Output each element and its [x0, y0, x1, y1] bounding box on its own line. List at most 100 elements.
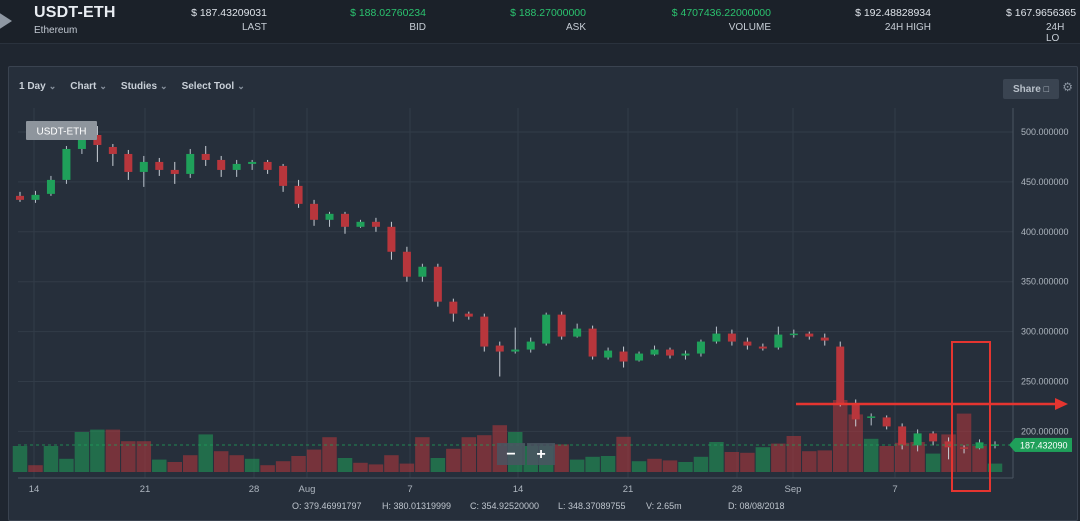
candle-body: [991, 444, 999, 446]
stat-bid: $ 188.02760234 BID: [350, 7, 426, 33]
volume-bar: [121, 441, 136, 472]
volume-bar: [631, 461, 647, 472]
volume-bar: [152, 459, 167, 472]
share-button[interactable]: Share □: [1003, 79, 1059, 99]
volume-bar: [337, 458, 353, 472]
stat-value: $ 4707436.22000000: [671, 7, 771, 19]
candle-body: [170, 169, 179, 174]
zoom-out-button[interactable]: [497, 443, 525, 465]
volume-bar: [925, 453, 941, 472]
candle-body: [325, 213, 334, 220]
candle-body: [681, 353, 690, 356]
candle-body: [464, 313, 473, 317]
volume-bar: [585, 456, 600, 472]
candle-body: [93, 134, 102, 145]
volume-bar: [662, 460, 678, 472]
volume-readout: V: 2.65m: [646, 501, 682, 511]
volume-bar: [399, 463, 415, 472]
chart-type-dropdown[interactable]: Chart ⌄: [70, 81, 107, 97]
stat-ask: $ 188.27000000 ASK: [510, 7, 586, 33]
candle-body: [480, 316, 489, 347]
volume-bar: [275, 461, 291, 472]
candle-body: [139, 161, 148, 172]
volume-bar: [384, 455, 399, 472]
volume-bar: [229, 455, 244, 472]
candle-body: [418, 266, 427, 277]
volume-bar: [12, 446, 28, 472]
volume-bar: [183, 455, 198, 472]
candle-body: [526, 341, 535, 350]
studies-label: Studies: [120, 81, 158, 92]
volume-bar: [802, 451, 817, 472]
volume-bar: [709, 442, 724, 472]
pair-title: USDT-ETH: [34, 4, 116, 21]
candle-body: [805, 333, 814, 337]
studies-dropdown[interactable]: Studies ⌄: [121, 81, 168, 97]
last-price-tag-arrow: [1009, 437, 1015, 452]
stat-volume: $ 4707436.22000000 VOLUME: [672, 7, 771, 33]
candle-body: [774, 334, 783, 348]
high-readout: H: 380.01319999: [382, 501, 452, 511]
stat-label: 24H LO: [1046, 22, 1065, 44]
volume-bar: [244, 458, 260, 472]
stat-value: $ 188.27000000: [510, 7, 586, 19]
candle-body: [851, 403, 860, 420]
volume-bar: [910, 442, 925, 472]
y-tick-label: 400.000000: [1021, 227, 1069, 237]
volume-bar: [43, 446, 59, 472]
volume-bar: [322, 437, 337, 472]
stat-last: $ 187.43209031 LAST: [191, 7, 267, 33]
candle-body: [46, 179, 55, 194]
volume-bar: [833, 400, 848, 472]
volume-bar: [879, 446, 894, 472]
volume-bar: [848, 414, 863, 472]
candle-body: [882, 417, 891, 427]
volume-bar: [136, 441, 152, 472]
candle-body: [557, 314, 566, 337]
y-tick-label: 300.000000: [1021, 327, 1069, 337]
chart-type-label: Chart: [70, 81, 97, 92]
interval-dropdown[interactable]: 1 Day ⌄: [19, 81, 56, 97]
volume-bar: [306, 449, 322, 472]
series-label-badge: [26, 121, 97, 140]
volume-bar: [972, 446, 987, 472]
volume-bar: [59, 458, 74, 472]
candle-body: [511, 349, 520, 352]
candle-body: [155, 161, 164, 170]
stat-label: 24H HIGH: [884, 22, 931, 33]
x-tick-label: 21: [140, 484, 151, 495]
candle-body: [77, 133, 86, 149]
candle-body: [696, 341, 705, 354]
candle-body: [650, 349, 659, 355]
candle-body: [16, 195, 24, 200]
candle-body: [31, 194, 40, 200]
stat-24h-low: $ 167.9656365 24H LO: [1006, 7, 1080, 44]
volume-bar: [477, 435, 492, 472]
series-label: USDT-ETH: [37, 127, 87, 138]
candle-body: [62, 148, 71, 180]
volume-bar: [786, 436, 802, 472]
exchange-logo-icon: [0, 13, 12, 29]
candle-body: [913, 433, 922, 446]
open-readout: O: 379.46991797: [292, 501, 362, 511]
candle-body: [867, 416, 876, 418]
interval-label: 1 Day: [19, 81, 46, 92]
gear-icon[interactable]: ⚙: [1062, 80, 1073, 94]
minus-icon[interactable]: −: [506, 446, 515, 463]
stat-value: $ 167.9656365: [1006, 7, 1077, 19]
select-tool-dropdown[interactable]: Select Tool ⌄: [182, 81, 245, 97]
plus-icon[interactable]: +: [536, 446, 545, 463]
x-tick-label: 14: [29, 484, 40, 495]
close-readout: C: 354.92520000: [470, 501, 540, 511]
candle-body: [666, 349, 674, 356]
chevron-down-icon: ⌄: [160, 81, 168, 91]
volume-bar: [167, 462, 182, 472]
volume-bar: [74, 432, 90, 472]
x-tick-label: Aug: [299, 484, 316, 495]
select-tool-label: Select Tool: [181, 81, 235, 92]
y-tick-label: 450.000000: [1021, 177, 1069, 187]
candle-body: [758, 346, 767, 349]
zoom-in-button[interactable]: [527, 443, 555, 465]
highlight-arrow-icon: [1055, 398, 1068, 410]
